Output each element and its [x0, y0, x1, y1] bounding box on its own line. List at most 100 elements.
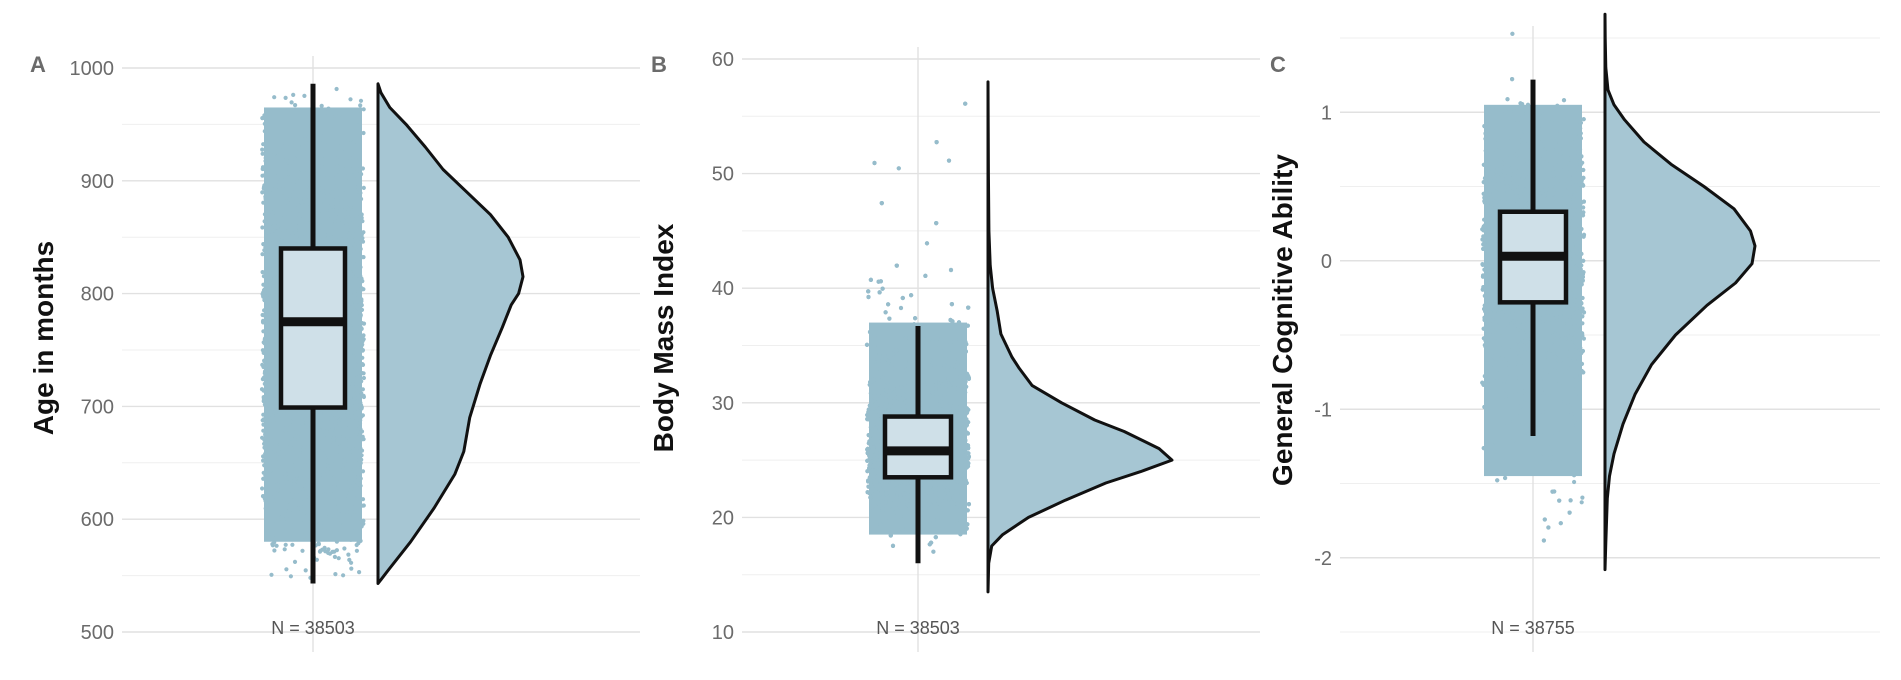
rain-point — [274, 286, 279, 291]
rain-point — [354, 420, 359, 425]
rain-point — [348, 225, 353, 230]
rain-point — [884, 386, 889, 391]
rain-point — [275, 313, 280, 318]
rain-point — [284, 517, 289, 522]
rain-point — [328, 430, 333, 435]
panel-letter: A — [30, 52, 46, 77]
rain-point — [322, 420, 327, 425]
rain-point — [301, 432, 306, 438]
rain-point — [345, 171, 350, 176]
rain-point — [880, 506, 885, 511]
rain-point — [273, 409, 278, 414]
rain-point — [931, 549, 936, 554]
rain-point — [319, 103, 324, 108]
rain-point — [358, 98, 364, 103]
rain-point — [933, 489, 938, 495]
rain-point — [866, 294, 871, 300]
rain-point — [920, 340, 925, 346]
rain-point — [328, 200, 333, 205]
rain-point — [289, 520, 294, 525]
rain-point — [357, 426, 362, 431]
rain-point — [871, 475, 876, 480]
rain-point — [880, 390, 885, 395]
rain-point — [316, 542, 321, 547]
y-axis-title: Body Mass Index — [648, 223, 679, 452]
rain-point — [893, 501, 899, 507]
rain-point — [283, 158, 288, 163]
rain-point — [353, 367, 358, 372]
rain-point — [290, 140, 295, 145]
rain-point — [296, 221, 301, 226]
rain-point — [340, 182, 345, 187]
rain-point — [350, 295, 355, 300]
rain-point — [345, 211, 350, 216]
rain-point — [352, 414, 358, 419]
rain-point — [297, 489, 302, 494]
rain-point — [343, 198, 348, 203]
rain-point — [883, 500, 888, 505]
rain-point — [316, 152, 321, 157]
rain-point — [263, 424, 268, 429]
rain-point — [265, 386, 271, 391]
rain-point — [269, 335, 274, 340]
rain-point — [276, 409, 281, 414]
rain-point — [948, 340, 953, 345]
rain-point — [945, 399, 950, 404]
rain-point — [359, 524, 364, 529]
rain-point — [260, 147, 265, 152]
rain-point — [866, 484, 871, 489]
rain-point — [261, 454, 266, 459]
rain-point — [324, 110, 329, 115]
rain-point — [291, 92, 296, 97]
rain-point — [929, 409, 934, 414]
rain-point — [912, 335, 917, 340]
rain-point — [329, 427, 335, 432]
rain-point — [337, 469, 342, 474]
rain-point — [261, 294, 266, 299]
rain-point — [283, 472, 288, 477]
y-axis-title: Age in months — [28, 241, 59, 435]
rain-point — [942, 510, 947, 515]
rain-point — [928, 497, 933, 503]
rain-point — [341, 454, 346, 459]
rain-point — [261, 476, 266, 481]
rain-point — [334, 157, 339, 162]
rain-point — [319, 239, 324, 244]
rain-point — [298, 475, 303, 480]
rain-point — [305, 169, 310, 174]
rain-point — [937, 484, 943, 489]
rain-point — [336, 441, 341, 446]
rain-point — [265, 325, 270, 330]
rain-point — [965, 460, 971, 465]
rain-point — [261, 142, 266, 147]
rain-point — [347, 249, 352, 254]
rain-point — [909, 484, 914, 489]
rain-point — [293, 503, 298, 508]
rain-point — [355, 258, 360, 263]
rain-point — [266, 420, 272, 425]
rain-point — [343, 230, 348, 235]
rain-point — [327, 120, 333, 126]
y-tick-label: 800 — [81, 284, 114, 306]
rain-point — [318, 440, 323, 445]
rain-point — [326, 547, 331, 552]
y-tick-label: 1000 — [70, 58, 115, 80]
density-curve — [376, 82, 525, 585]
rain-point — [360, 239, 366, 244]
rain-point — [354, 352, 359, 357]
rain-point — [273, 513, 278, 518]
rain-point — [909, 293, 914, 298]
rain-point — [932, 363, 937, 368]
rain-point — [338, 188, 343, 193]
rain-point — [351, 513, 356, 518]
rain-point — [323, 529, 328, 535]
rain-point — [921, 334, 927, 339]
rain-point — [347, 385, 352, 390]
rain-point — [272, 306, 277, 311]
rain-point — [316, 476, 321, 481]
rain-point — [337, 465, 342, 470]
panel-letter: B — [651, 52, 667, 77]
rain-point — [347, 309, 352, 314]
rain-point — [321, 482, 326, 487]
